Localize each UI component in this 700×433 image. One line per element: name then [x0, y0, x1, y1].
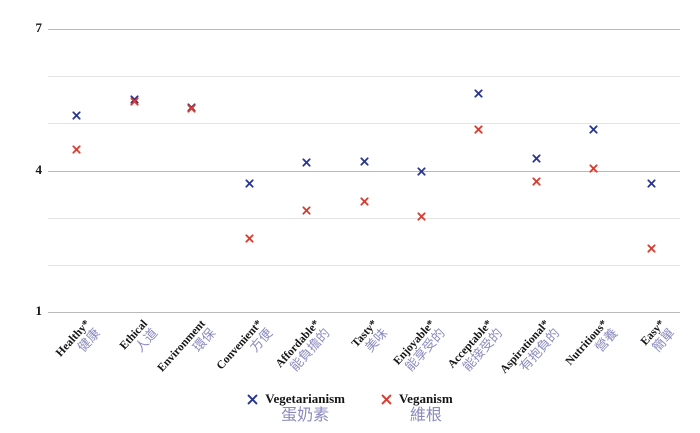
x-marker-icon-vegetarianism	[247, 394, 258, 405]
y-axis-tick-1: 1	[35, 303, 43, 319]
point-vegetarianism-healthy	[72, 111, 81, 120]
point-vegetarianism-aspirational	[532, 154, 541, 163]
point-veganism-enjoyable	[417, 212, 426, 221]
legend: Vegetarianism 蛋奶素 Veganism 維根	[0, 391, 700, 425]
legend-label-vegetarianism: Vegetarianism	[265, 391, 345, 406]
point-veganism-healthy	[72, 145, 81, 154]
legend-label-vegetarianism-chinese: 蛋奶素	[281, 407, 330, 424]
gridline-5	[48, 123, 680, 125]
legend-label-veganism-chinese: 維根	[409, 407, 442, 424]
legend-item-vegetarianism: Vegetarianism 蛋奶素	[247, 391, 345, 425]
point-vegetarianism-ethical	[130, 95, 139, 104]
gridline-2	[48, 264, 680, 266]
gridline-1	[48, 312, 680, 313]
gridline-7	[48, 29, 680, 30]
point-vegetarianism-acceptable	[474, 89, 484, 98]
y-axis-tick-7: 7	[35, 20, 43, 36]
point-veganism-convenient	[244, 234, 254, 243]
gridline-6	[48, 76, 680, 78]
legend-label-veganism: Veganism	[398, 391, 453, 406]
legend-item-veganism: Veganism 維根	[381, 391, 453, 425]
point-veganism-acceptable	[474, 125, 484, 134]
point-veganism-nutritious	[589, 164, 598, 173]
point-veganism-ethical	[130, 97, 139, 106]
point-vegetarianism-enjoyable	[417, 167, 426, 176]
x-marker-path	[381, 394, 392, 404]
gridline-3	[48, 217, 680, 219]
point-vegetarianism-nutritious	[589, 125, 598, 134]
point-veganism-aspirational	[532, 177, 541, 186]
point-veganism-tasty	[359, 197, 369, 206]
point-veganism-environment	[187, 104, 196, 113]
point-vegetarianism-easy	[647, 179, 656, 188]
point-veganism-affordable	[302, 206, 311, 215]
point-vegetarianism-convenient	[244, 179, 254, 188]
y-axis-tick-4: 4	[35, 161, 43, 177]
x-marker-icon-veganism	[381, 394, 392, 405]
point-veganism-easy	[647, 244, 656, 253]
gridline-4	[48, 170, 680, 172]
point-vegetarianism-tasty	[359, 156, 369, 166]
point-vegetarianism-affordable	[302, 158, 311, 167]
x-marker-path	[247, 394, 258, 404]
